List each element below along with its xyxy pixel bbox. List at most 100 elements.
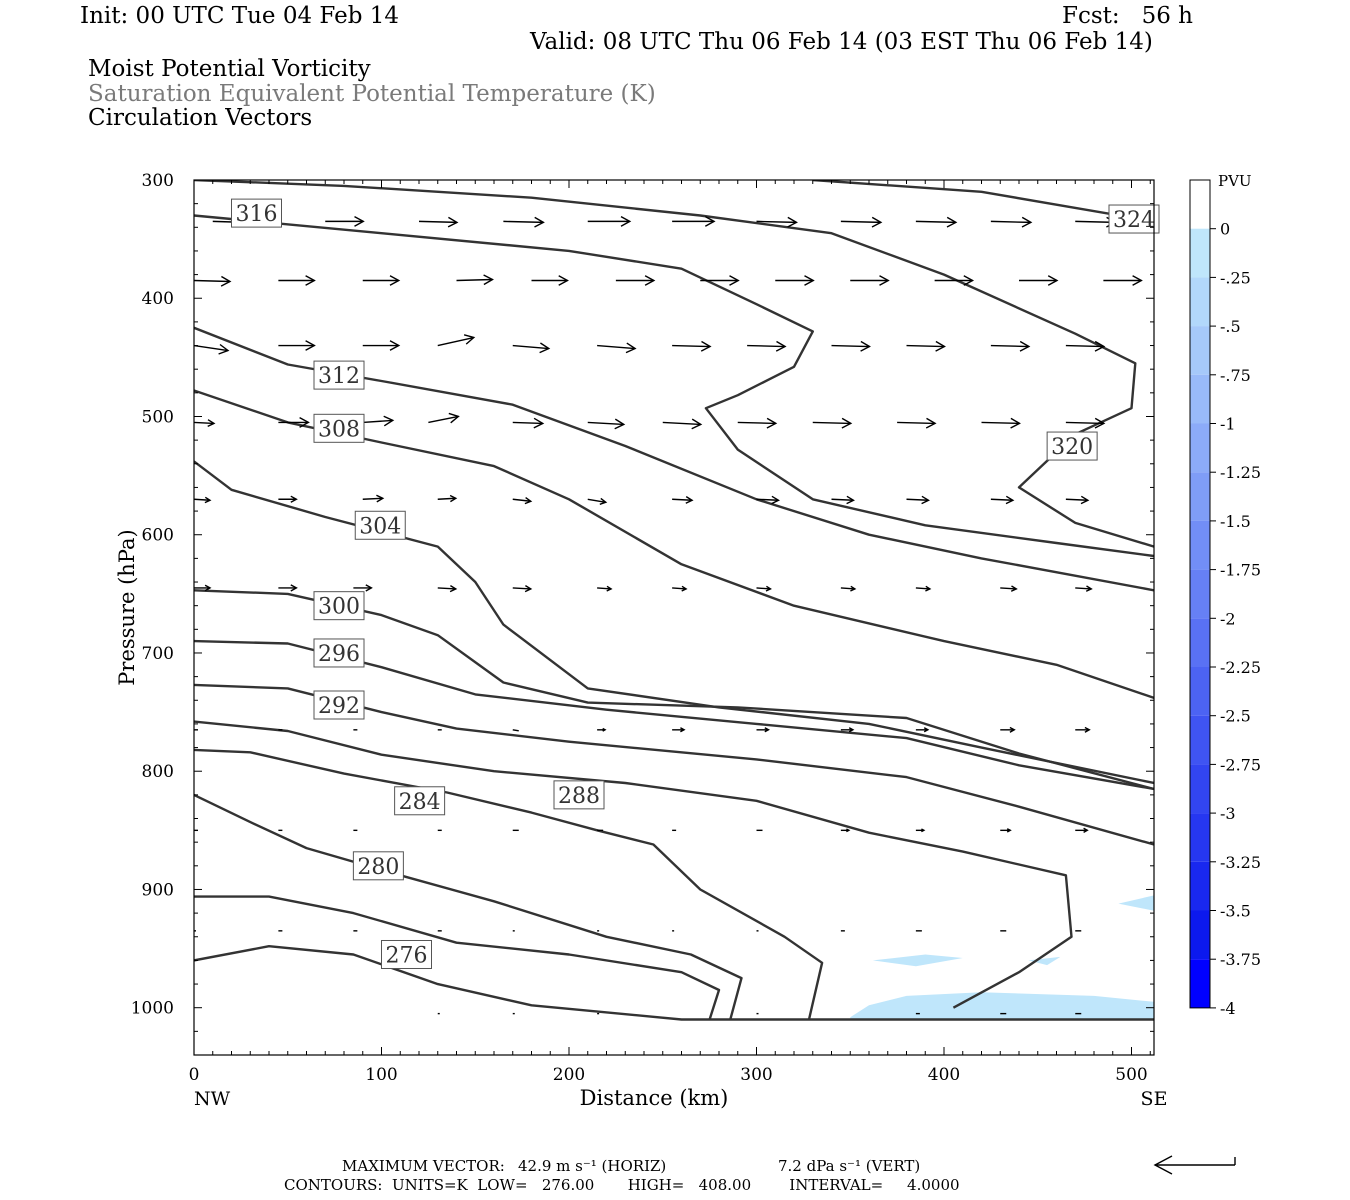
contour-label-304: 304: [359, 514, 401, 539]
vector-arrow: [1075, 585, 1093, 592]
colorbar-label: -.25: [1220, 268, 1251, 287]
legend-line-pv: Moist Potential Vorticity: [88, 56, 371, 82]
vector-arrow: [418, 216, 459, 228]
contours-info: CONTOURS: UNITS=K LOW= 276.00 HIGH= 408.…: [284, 1176, 960, 1194]
colorbar-segment: [1190, 813, 1210, 862]
vector-arrow: [278, 416, 310, 428]
vector-arrow: [1000, 726, 1016, 733]
pv-region: [872, 954, 963, 967]
colorbar-label: -3.5: [1220, 902, 1251, 921]
vector-arrow: [737, 417, 778, 429]
pv-colorbar: PVU 0 -.25 -.5 -.75 -1 -1.25 -1.5 -1.75 -2 -2.25 -2…: [1189, 172, 1261, 1018]
max-vector-vert: 7.2 dPa s⁻¹ (VERT): [778, 1157, 921, 1175]
vector-arrow: [775, 275, 815, 286]
vector-arrow: [672, 340, 712, 352]
vector-arrow: [1075, 827, 1089, 834]
vector-arrow: [906, 340, 946, 352]
colorbar-label: -.5: [1220, 317, 1241, 336]
vector-arrow: [840, 216, 883, 228]
ref-arrow-head: [1153, 1155, 1173, 1175]
colorbar-segment: [1190, 520, 1210, 570]
vector-arrow: [531, 275, 569, 286]
vector-arrow: [512, 342, 551, 354]
x-tick-label: 100: [365, 1065, 397, 1085]
vector-arrow: [587, 497, 608, 505]
contour-280: [194, 895, 721, 1020]
contour-288: [194, 748, 824, 1020]
vector-arrow: [812, 417, 853, 429]
contour-labels: 276 280 284 288 292 296 300 304 308 312 316 320 324: [231, 198, 1160, 969]
vector-arrow: [1065, 417, 1106, 429]
colorbar-label: -.75: [1220, 366, 1251, 385]
contour-label-316: 316: [236, 202, 278, 227]
colorbar-segment: [1190, 228, 1210, 278]
colorbar-segment: [1190, 423, 1210, 473]
vector-arrow: [672, 496, 694, 504]
vector-arrow: [840, 727, 855, 733]
vector-arrow: [915, 216, 958, 228]
colorbar-title: PVU: [1218, 172, 1252, 190]
vector-arrow: [850, 275, 890, 286]
contour-label-box: [394, 786, 446, 816]
vector-arrow: [915, 585, 932, 592]
colorbar-label: -1.25: [1220, 463, 1261, 482]
y-tick-label: 900: [142, 880, 174, 900]
contour-label-box: [231, 198, 282, 228]
vector-arrow: [194, 584, 212, 592]
vector-arrow: [278, 495, 298, 503]
colorbar-label: -3.25: [1220, 853, 1261, 872]
colorbar-label: -4: [1220, 999, 1236, 1018]
vector-arrow: [597, 342, 637, 354]
colorbar-segment: [1190, 326, 1210, 375]
vector-arrow: [756, 585, 772, 592]
colorbar-segment: [1190, 861, 1210, 911]
vector-arrow: [1000, 585, 1018, 592]
contour-308: [194, 460, 1154, 785]
vector-arrow: [587, 418, 626, 430]
contour-label-box: [1108, 204, 1160, 234]
vector-arrow: [990, 340, 1031, 352]
vector-arrow: [512, 729, 519, 732]
vector-arrow: [1065, 340, 1106, 352]
y-tick-label: 1000: [131, 999, 174, 1019]
vector-arrow: [1103, 275, 1143, 286]
contour-label-276: 276: [386, 943, 428, 968]
vector-arrow: [672, 215, 716, 227]
vector-arrow: [672, 585, 688, 592]
vector-arrow: [456, 274, 494, 286]
vector-arrow: [840, 585, 857, 592]
contour-label-box: [313, 591, 365, 621]
contour-label-312: 312: [318, 364, 360, 389]
colorbar-label: -2.25: [1220, 658, 1261, 677]
y-tick-label: 700: [142, 644, 174, 664]
colorbar-segment: [1190, 715, 1210, 765]
valid-time: Valid: 08 UTC Thu 06 Feb 14 (03 EST Thu …: [530, 29, 1153, 55]
max-vector-horiz: 42.9 m s⁻¹ (HORIZ): [518, 1157, 667, 1175]
colorbar-segment: [1190, 764, 1210, 814]
vector-arrow: [756, 495, 780, 505]
vector-arrow: [512, 585, 533, 593]
colorbar-segment: [1190, 618, 1210, 667]
vector-arrow: [278, 340, 316, 351]
contour-label-box: [553, 780, 605, 810]
pv-region: [1118, 895, 1154, 911]
vector-arrow: [362, 275, 401, 286]
colorbar-segment: [1190, 374, 1210, 424]
contour-label-box: [352, 851, 404, 881]
y-tick-label: 300: [142, 171, 174, 191]
vector-arrow: [831, 495, 855, 505]
x-tick-label: 200: [553, 1065, 585, 1085]
contour-label-box: [1046, 431, 1098, 461]
contour-label-box: [381, 939, 432, 969]
contour-label-296: 296: [318, 642, 360, 667]
vector-arrow: [934, 275, 975, 286]
colorbar-segment: [1190, 667, 1210, 716]
vector-arrow: [700, 275, 740, 286]
axes: 300 400 500 600 700 800 900 1000 0 100 200 300 400 50…: [115, 171, 1167, 1110]
vector-arrow: [428, 412, 460, 424]
vector-arrow: [325, 215, 365, 227]
contour-label-324: 324: [1113, 208, 1155, 233]
x-tick-label: 300: [740, 1065, 772, 1085]
vector-arrow: [756, 727, 770, 733]
